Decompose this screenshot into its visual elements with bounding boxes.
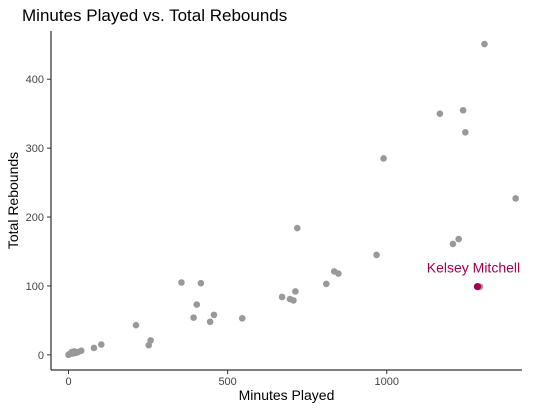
data-point <box>97 341 105 348</box>
y-tick-label: 200 <box>26 212 44 224</box>
axis-ticks: 0 500 1000 0 100 200 300 400 <box>26 74 399 388</box>
data-point <box>210 311 218 319</box>
chart-title: Minutes Played vs. Total Rebounds <box>22 6 287 25</box>
y-axis-title: Total Rebounds <box>5 152 21 249</box>
data-point <box>512 195 519 202</box>
data-point <box>206 318 214 326</box>
y-tick-label: 400 <box>26 74 44 86</box>
data-point <box>238 315 246 322</box>
data-point <box>380 155 387 162</box>
highlight-point <box>473 283 482 291</box>
data-point <box>292 288 299 295</box>
data-point <box>90 344 98 352</box>
data-point <box>481 40 488 48</box>
data-point <box>290 297 297 304</box>
data-point <box>178 279 185 286</box>
data-point <box>294 224 301 232</box>
data-point <box>190 314 197 321</box>
data-point <box>462 128 469 136</box>
data-point <box>132 321 140 329</box>
y-tick-label: 300 <box>26 143 44 155</box>
data-point <box>449 240 457 248</box>
x-tick-label: 500 <box>218 376 236 388</box>
x-tick-label: 1000 <box>375 376 399 388</box>
y-tick-label: 100 <box>26 281 44 293</box>
data-point <box>373 251 380 259</box>
data-point <box>197 279 205 287</box>
data-point <box>455 235 462 243</box>
data-point <box>335 270 342 277</box>
x-tick-label: 0 <box>65 376 71 388</box>
data-point <box>147 337 154 344</box>
data-point <box>322 280 330 288</box>
y-tick-label: 0 <box>38 350 44 362</box>
data-point <box>193 301 201 308</box>
plot-area: Kelsey Mitchell <box>65 40 520 359</box>
data-point <box>436 110 444 117</box>
data-point <box>77 347 85 355</box>
x-axis-title: Minutes Played <box>239 387 335 403</box>
highlight-label: Kelsey Mitchell <box>427 260 520 276</box>
data-point <box>459 106 467 114</box>
data-point <box>278 293 286 301</box>
